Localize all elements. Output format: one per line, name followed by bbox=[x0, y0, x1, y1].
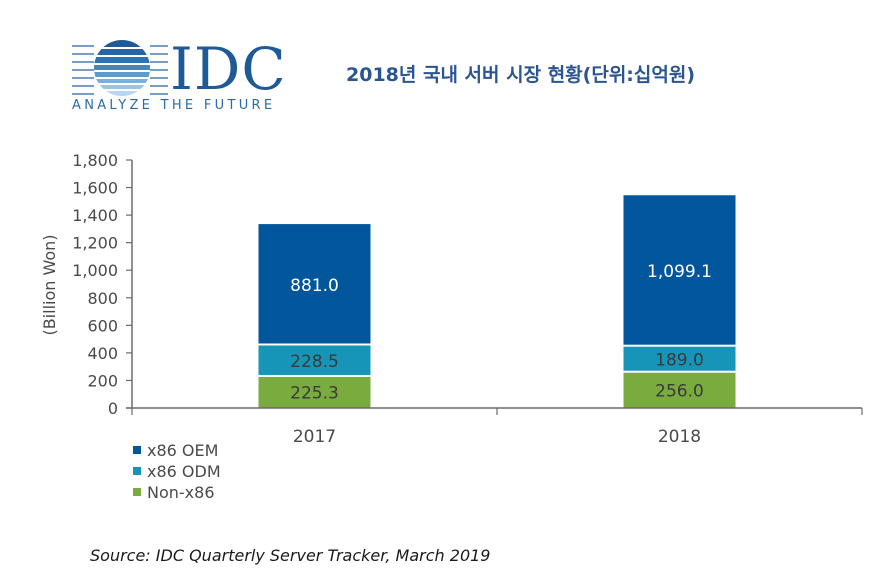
y-tick-label: 0 bbox=[108, 399, 118, 418]
logo-brand: IDC bbox=[170, 35, 287, 103]
legend-label: x86 OEM bbox=[147, 441, 218, 460]
data-label: 189.0 bbox=[655, 351, 704, 371]
page-title: 2018년 국내 서버 시장 현황(단위:십억원) bbox=[346, 64, 696, 86]
legend-label: x86 ODM bbox=[147, 462, 221, 481]
legend-swatch bbox=[133, 446, 141, 454]
bar-segment-non-x86 bbox=[258, 376, 371, 408]
y-tick-label: 200 bbox=[87, 371, 118, 390]
data-label: 881.0 bbox=[290, 276, 339, 296]
y-tick-label: 600 bbox=[87, 316, 118, 335]
bars: 225.3 228.5 881.0 256.0 189.0 1,099.1 bbox=[258, 195, 736, 408]
y-tick-label: 1,000 bbox=[72, 261, 118, 280]
y-tick-label: 1,200 bbox=[72, 234, 118, 253]
idc-globe-icon bbox=[72, 40, 168, 96]
y-tick-label: 1,800 bbox=[72, 151, 118, 170]
bar-segment-x86-oem bbox=[623, 195, 736, 345]
data-label: 256.0 bbox=[655, 381, 704, 401]
y-axis-ticks: 0 200 400 600 800 1,000 1,200 1,400 1,600 1,800 bbox=[72, 151, 132, 418]
legend-swatch bbox=[133, 488, 141, 496]
y-tick-label: 1,400 bbox=[72, 206, 118, 225]
idc-logo: IDC bbox=[70, 38, 290, 118]
bar-segment-non-x86 bbox=[623, 372, 736, 408]
y-tick-label: 800 bbox=[87, 289, 118, 308]
legend-item: x86 OEM bbox=[133, 441, 218, 460]
source-note: Source: IDC Quarterly Server Tracker, Ma… bbox=[90, 546, 491, 565]
bar-segment-x86-oem bbox=[258, 224, 371, 344]
bar-stack-2017: 225.3 228.5 881.0 bbox=[258, 224, 371, 408]
x-tick-label: 2018 bbox=[658, 427, 701, 447]
legend-swatch bbox=[133, 467, 141, 475]
axes: 2017 2018 bbox=[126, 160, 863, 447]
data-label: 228.5 bbox=[290, 352, 339, 372]
legend-item: x86 ODM bbox=[133, 462, 221, 481]
bar-stack-2018: 256.0 189.0 1,099.1 bbox=[623, 195, 736, 408]
logo-tagline: ANALYZE THE FUTURE bbox=[72, 98, 276, 113]
y-axis-title: (Billion Won) bbox=[40, 234, 59, 335]
y-tick-label: 1,600 bbox=[72, 179, 118, 198]
bar-segment-x86-odm bbox=[623, 346, 736, 371]
legend-label: Non-x86 bbox=[147, 483, 215, 502]
legend-item: Non-x86 bbox=[133, 483, 215, 502]
x-tick-label: 2017 bbox=[293, 427, 336, 447]
y-tick-label: 400 bbox=[87, 344, 118, 363]
data-label: 1,099.1 bbox=[647, 262, 712, 282]
data-label: 225.3 bbox=[290, 383, 339, 403]
legend: x86 OEM x86 ODM Non-x86 bbox=[133, 441, 221, 502]
bar-segment-x86-odm bbox=[258, 345, 371, 375]
